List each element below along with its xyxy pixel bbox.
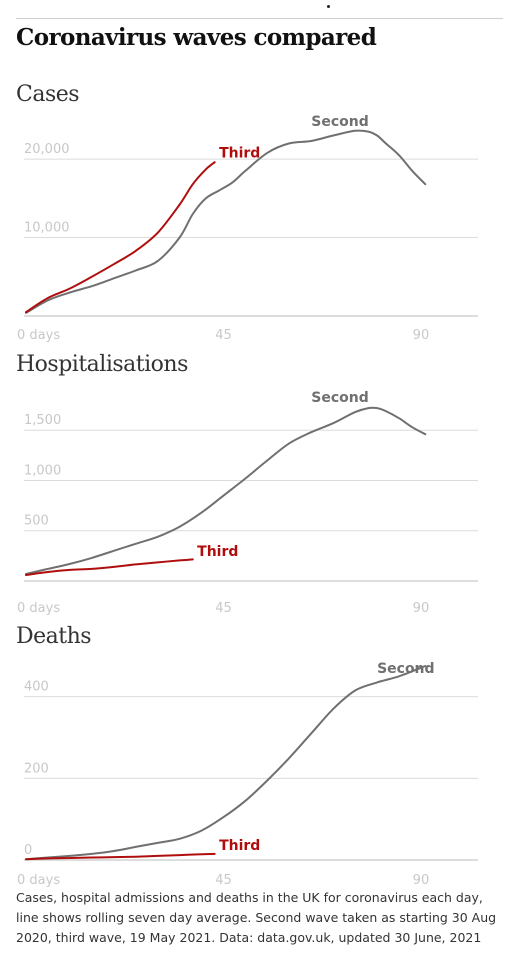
deaths-panel-title: Deaths bbox=[16, 624, 92, 649]
cases-y-tick-label-1: 10,000 bbox=[24, 221, 70, 236]
deaths-x-tick-label-1: 45 bbox=[215, 873, 232, 888]
cases-x-tick-label-1: 45 bbox=[215, 328, 232, 343]
hospitalisations-y-tick-label-3: 1,500 bbox=[24, 413, 61, 428]
deaths-series-line-second bbox=[25, 665, 427, 861]
cases-series-line-second bbox=[25, 129, 427, 314]
hospitalisations-y-tick-label-1: 500 bbox=[24, 514, 49, 529]
deaths-y-tick-label-2: 400 bbox=[24, 680, 49, 695]
deaths-series-label-third: Third bbox=[219, 838, 260, 854]
top-rule bbox=[16, 18, 503, 19]
decorative-dot bbox=[327, 5, 330, 8]
cases-series-label-second: Second bbox=[311, 114, 368, 130]
cases-series-line-third bbox=[25, 161, 216, 314]
cases-x-tick-label-2: 90 bbox=[413, 328, 430, 343]
cases-x-tick-label-0: 0 days bbox=[17, 328, 60, 343]
hospitalisations-y-tick-label-2: 1,000 bbox=[24, 463, 61, 478]
hospitalisations-x-tick-label-2: 90 bbox=[413, 601, 430, 616]
hospitalisations-panel-title: Hospitalisations bbox=[16, 352, 188, 377]
hospitalisations-x-tick-label-1: 45 bbox=[215, 601, 232, 616]
deaths-series-line-third bbox=[25, 852, 216, 861]
cases-panel-title: Cases bbox=[16, 82, 80, 107]
deaths-series-label-second: Second bbox=[377, 661, 434, 677]
hospitalisations-x-tick-label-0: 0 days bbox=[17, 601, 60, 616]
hospitalisations-series-line-third bbox=[25, 558, 194, 576]
hospitalisations-series-label-third: Third bbox=[197, 544, 238, 560]
deaths-y-tick-label-0: 0 bbox=[24, 843, 32, 858]
page-title: Coronavirus waves compared bbox=[16, 24, 377, 51]
footnote: Cases, hospital admissions and deaths in… bbox=[16, 890, 497, 945]
deaths-x-tick-label-2: 90 bbox=[413, 873, 430, 888]
hospitalisations-series-line-second bbox=[25, 406, 427, 575]
deaths-x-tick-label-0: 0 days bbox=[17, 873, 60, 888]
deaths-y-tick-label-1: 200 bbox=[24, 761, 49, 776]
cases-y-tick-label-2: 20,000 bbox=[24, 142, 70, 157]
hospitalisations-series-label-second: Second bbox=[311, 390, 368, 406]
cases-series-label-third: Third bbox=[219, 146, 260, 162]
